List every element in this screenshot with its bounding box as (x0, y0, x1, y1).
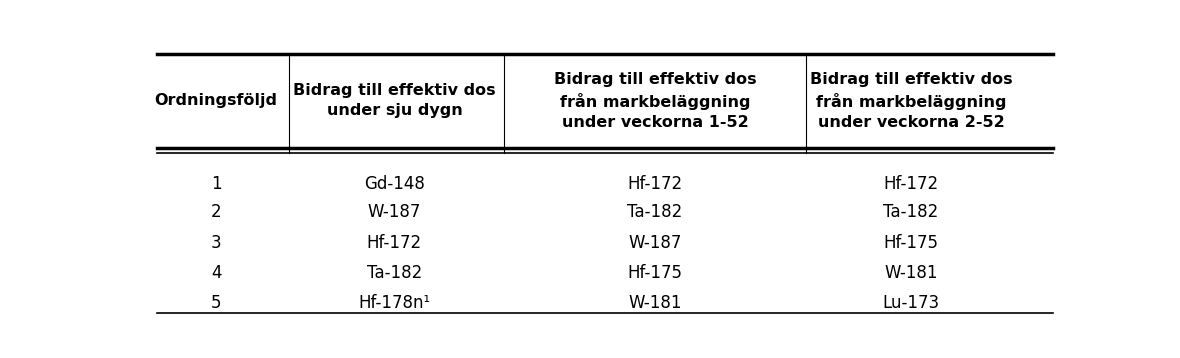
Text: W-187: W-187 (629, 234, 682, 252)
Text: Hf-172: Hf-172 (884, 175, 938, 193)
Text: W-181: W-181 (628, 295, 682, 313)
Text: 2: 2 (211, 203, 222, 222)
Text: Hf-175: Hf-175 (884, 234, 938, 252)
Text: Hf-178n¹: Hf-178n¹ (359, 295, 431, 313)
Text: 4: 4 (211, 264, 222, 282)
Text: Lu-173: Lu-173 (883, 295, 939, 313)
Text: Ordningsföljd: Ordningsföljd (155, 93, 277, 108)
Text: Hf-175: Hf-175 (628, 264, 682, 282)
Text: 5: 5 (211, 295, 222, 313)
Text: Bidrag till effektiv dos
från markbeläggning
under veckorna 1-52: Bidrag till effektiv dos från markbelägg… (553, 72, 756, 130)
Text: Ta-182: Ta-182 (628, 203, 683, 222)
Text: 1: 1 (211, 175, 222, 193)
Text: Ta-182: Ta-182 (367, 264, 422, 282)
Text: 3: 3 (211, 234, 222, 252)
Text: Hf-172: Hf-172 (367, 234, 422, 252)
Text: W-181: W-181 (884, 264, 938, 282)
Text: Gd-148: Gd-148 (363, 175, 425, 193)
Text: W-187: W-187 (368, 203, 421, 222)
Text: Ta-182: Ta-182 (884, 203, 939, 222)
Text: Hf-172: Hf-172 (628, 175, 682, 193)
Text: Bidrag till effektiv dos
under sju dygn: Bidrag till effektiv dos under sju dygn (293, 83, 496, 118)
Text: Bidrag till effektiv dos
från markbeläggning
under veckorna 2-52: Bidrag till effektiv dos från markbelägg… (809, 72, 1012, 130)
